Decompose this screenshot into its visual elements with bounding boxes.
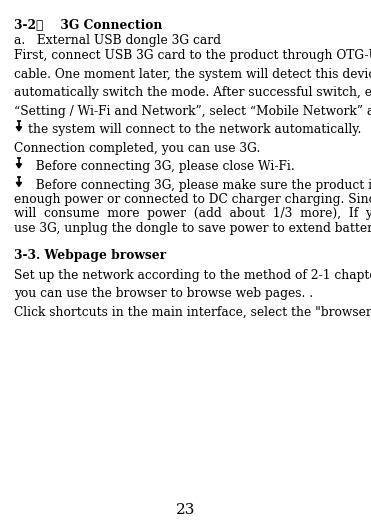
Text: automatically switch the mode. After successful switch, enter: automatically switch the mode. After suc… [14, 86, 371, 99]
Text: Before connecting 3G, please make sure the product is with: Before connecting 3G, please make sure t… [28, 179, 371, 192]
Text: Click shortcuts in the main interface, select the "browser" into: Click shortcuts in the main interface, s… [14, 306, 371, 319]
Text: enough power or connected to DC charger charging. Since 3G: enough power or connected to DC charger … [14, 193, 371, 206]
Polygon shape [16, 127, 22, 131]
Text: “Setting / Wi-Fi and Network”, select “Mobile Network” and: “Setting / Wi-Fi and Network”, select “M… [14, 105, 371, 118]
Text: 3-2。    3G Connection: 3-2。 3G Connection [14, 19, 162, 32]
Polygon shape [16, 164, 22, 168]
Text: Before connecting 3G, please close Wi-Fi.: Before connecting 3G, please close Wi-Fi… [28, 160, 295, 174]
Text: cable. One moment later, the system will detect this device and: cable. One moment later, the system will… [14, 68, 371, 81]
Polygon shape [16, 183, 22, 186]
Text: a.   External USB dongle 3G card: a. External USB dongle 3G card [14, 34, 221, 47]
Text: Set up the network according to the method of 2-1 chapters,: Set up the network according to the meth… [14, 269, 371, 282]
Text: you can use the browser to browse web pages. .: you can use the browser to browse web pa… [14, 287, 313, 300]
Text: First, connect USB 3G card to the product through OTG-USB: First, connect USB 3G card to the produc… [14, 49, 371, 62]
Text: the system will connect to the network automatically.: the system will connect to the network a… [28, 123, 361, 136]
Text: 3-3. Webpage browser: 3-3. Webpage browser [14, 249, 166, 262]
Text: 23: 23 [176, 504, 195, 517]
Text: use 3G, unplug the dongle to save power to extend battery life.: use 3G, unplug the dongle to save power … [14, 222, 371, 235]
Text: Connection completed, you can use 3G.: Connection completed, you can use 3G. [14, 142, 260, 155]
Text: will  consume  more  power  (add  about  1/3  more),  If  you  don't: will consume more power (add about 1/3 m… [14, 207, 371, 221]
